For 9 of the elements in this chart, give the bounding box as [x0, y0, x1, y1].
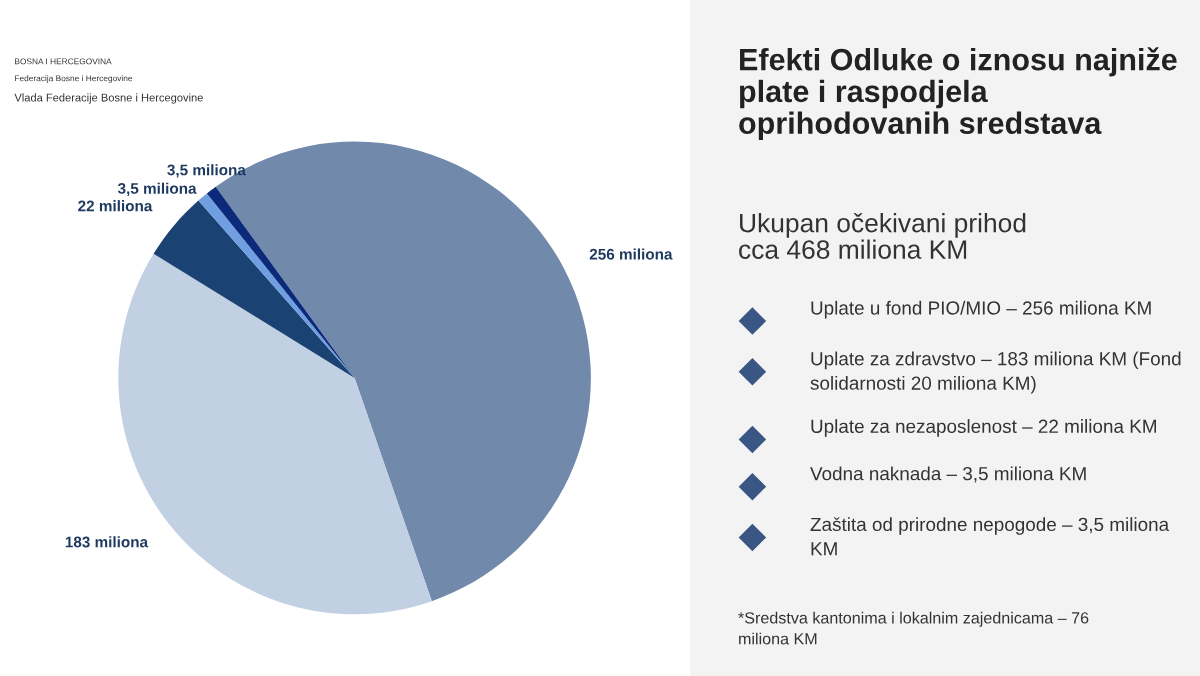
text: *Sredstva kantonima i lokalnim zajednicama – 76 miliona KM	[738, 611, 1089, 645]
text: Uplate za zdravstvo – 183 miliona KM (Fond solidarnosti 20 miliona KM)	[810, 351, 1181, 394]
text: Uplate za nezaposlenost – 22 miliona KM	[811, 419, 1156, 437]
text: Zaštita od prirodne nepogode – 3,5 miliona KM	[810, 517, 1170, 556]
pie-slice	[153, 200, 355, 378]
text: Uplate u fond PIO/MIO – 256 miliona KM	[811, 300, 1151, 319]
text: Ukupan očekivani prihod cca 468 miliona KM	[739, 212, 1026, 259]
text: Efekti Odluke o iznosu najniže plate i raspodjela oprihodovanih sredstava	[739, 47, 1177, 141]
text: Vodna naknada – 3,5 miliona KM	[810, 466, 1086, 483]
